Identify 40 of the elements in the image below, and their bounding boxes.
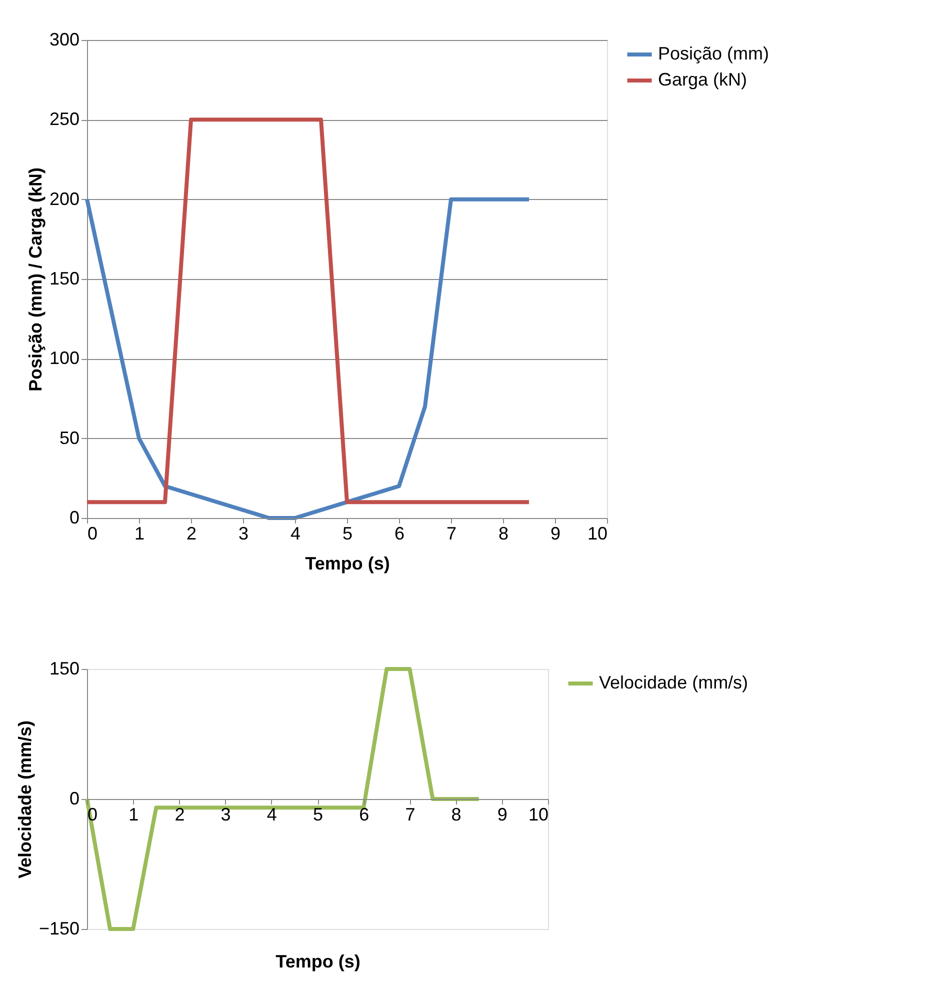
x-tick-label: 7 xyxy=(446,524,457,544)
x-tick-label: 2 xyxy=(174,804,185,824)
x-tick-label: 3 xyxy=(220,804,231,824)
x-tick-label: 6 xyxy=(359,804,370,824)
y-tick-label: 150 xyxy=(49,658,80,678)
x-tick-label: 0 xyxy=(88,524,98,544)
x-tick-label: 9 xyxy=(550,524,561,544)
y-tick-label: 200 xyxy=(49,188,80,209)
y-tick-label: 0 xyxy=(69,508,80,528)
y-tick-label: 0 xyxy=(69,788,80,808)
legend-label: Garga (kN) xyxy=(658,70,748,90)
y-axis-title: Posição (mm) / Carga (kN) xyxy=(25,167,46,392)
legend-label: Posição (mm) xyxy=(658,44,770,64)
x-tick-label: 8 xyxy=(498,524,509,544)
y-tick-label: 150 xyxy=(49,268,80,288)
line-series xyxy=(85,197,531,520)
y-tick-label: 300 xyxy=(49,30,80,50)
x-tick-label: 10 xyxy=(528,804,548,824)
y-tick-label: 250 xyxy=(49,109,80,130)
x-tick-label: 6 xyxy=(394,524,405,544)
legend-label: Velocidade (mm/s) xyxy=(599,672,748,692)
x-tick-label: 5 xyxy=(342,524,353,544)
y-axis-title: Velocidade (mm/s) xyxy=(14,720,35,879)
x-tick-label: 1 xyxy=(134,524,145,544)
line-series xyxy=(85,667,481,931)
x-tick-label: 5 xyxy=(312,804,324,824)
x-tick-label: 10 xyxy=(587,524,608,544)
x-tick-label: 1 xyxy=(128,804,139,824)
x-tick-label: 7 xyxy=(405,804,416,824)
x-tick-label: 3 xyxy=(238,524,249,544)
y-tick-label: 100 xyxy=(49,348,80,368)
x-tick-label: 4 xyxy=(290,524,301,544)
x-axis-title: Tempo (s) xyxy=(276,952,360,972)
x-tick-label: 2 xyxy=(186,524,197,544)
x-tick-label: 8 xyxy=(451,804,462,824)
x-tick-label: 4 xyxy=(266,804,277,824)
y-tick-label: −150 xyxy=(38,918,80,938)
y-tick-label: 50 xyxy=(59,428,80,448)
x-axis-title: Tempo (s) xyxy=(305,554,390,574)
x-tick-label: 9 xyxy=(497,804,508,824)
